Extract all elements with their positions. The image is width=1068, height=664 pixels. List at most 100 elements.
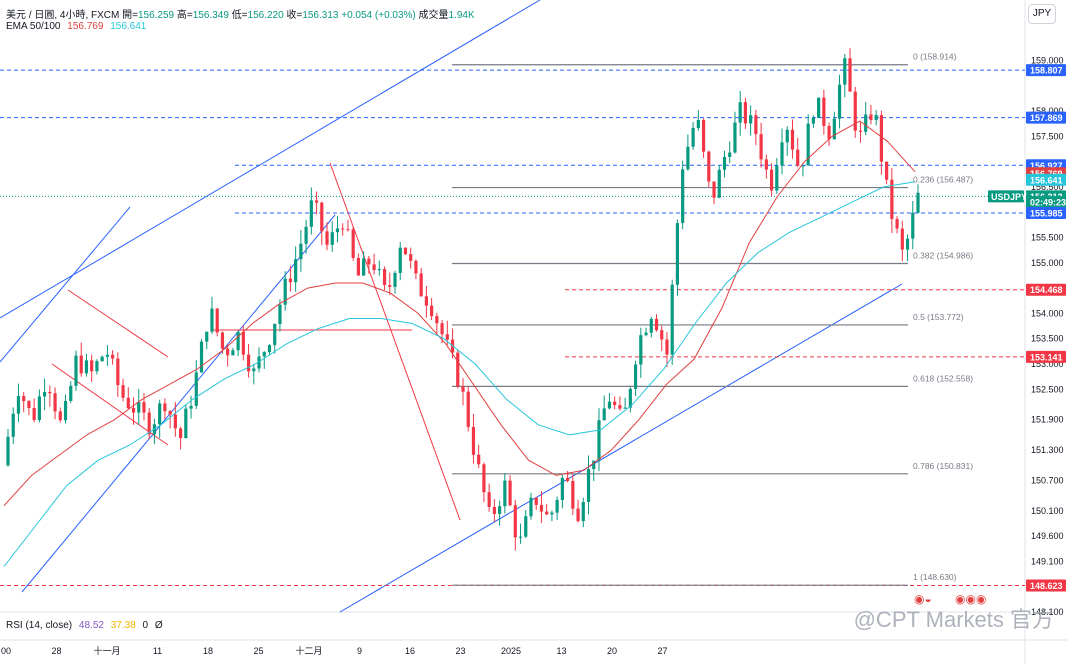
- candle-body: [576, 508, 580, 522]
- price-axis-bg: [1025, 0, 1068, 664]
- high-label: 高=: [176, 10, 193, 21]
- candle-body: [121, 385, 125, 398]
- price-tick-label: 157.500: [1031, 131, 1064, 141]
- price-tick-label: 149.100: [1031, 556, 1064, 566]
- price-badge: [1026, 173, 1066, 186]
- candle-body: [806, 123, 810, 166]
- price-tick-label: 150.100: [1031, 506, 1064, 516]
- candle-body: [74, 355, 78, 386]
- time-tick-label: 00: [1, 646, 11, 656]
- time-tick-label: 23: [455, 646, 465, 656]
- candle-body: [508, 480, 512, 506]
- time-tick-label: 18: [203, 646, 213, 656]
- currency-button[interactable]: JPY: [1028, 4, 1056, 24]
- candle-body: [131, 408, 136, 413]
- candle-body: [147, 412, 151, 435]
- candle-body: [210, 308, 214, 332]
- candle-body: [241, 331, 245, 355]
- candle-body: [393, 272, 397, 287]
- rsi-value-3: 0: [142, 620, 149, 631]
- candle-body: [581, 502, 585, 522]
- candle-body: [273, 323, 277, 346]
- candle-body: [879, 115, 883, 162]
- candle-body: [267, 345, 272, 353]
- candle-body: [545, 511, 549, 515]
- candle-body: [602, 408, 606, 421]
- candle-body: [597, 420, 601, 461]
- candle-body: [534, 497, 538, 505]
- candle-body: [586, 469, 591, 503]
- candle-body: [11, 413, 15, 437]
- candle-body: [890, 179, 894, 220]
- open-label: 開=: [122, 10, 138, 21]
- fib-label: 1 (148.630): [913, 572, 957, 582]
- candle-body: [168, 411, 172, 415]
- candle-body: [178, 428, 183, 439]
- candle-body: [199, 341, 204, 373]
- candle-body: [403, 247, 408, 255]
- symbol-line: 美元 / 日圓, 4小時, FXCM: [6, 10, 120, 21]
- watermark-icons-right: ◉◉◉: [955, 592, 987, 606]
- candle-body: [743, 102, 748, 124]
- candle-body: [430, 305, 434, 317]
- candle-body: [722, 157, 727, 170]
- candle-body: [775, 165, 779, 191]
- price-tick-label: 154.000: [1031, 308, 1064, 318]
- candle-body: [16, 396, 21, 414]
- candle-body: [822, 97, 826, 126]
- candle-body: [728, 152, 732, 158]
- candle-body: [560, 477, 564, 501]
- rsi-value-2: 37.38: [110, 620, 136, 631]
- candle-body: [565, 477, 570, 482]
- close-label: 收=: [286, 10, 303, 21]
- candle-body: [764, 159, 768, 170]
- candle-body: [356, 257, 361, 276]
- ema100-line: [3, 181, 916, 567]
- candle-body: [817, 97, 821, 118]
- candle-body: [335, 228, 340, 233]
- watermark-icons-left: ◉◒: [914, 592, 932, 606]
- candle-body: [246, 354, 251, 372]
- candle-body: [100, 356, 104, 362]
- candle-body: [864, 114, 868, 132]
- candle-body: [461, 386, 465, 392]
- time-tick-label: 11: [153, 646, 162, 656]
- candle-body: [142, 402, 146, 413]
- candle-body: [759, 134, 763, 160]
- candle-body: [681, 169, 685, 224]
- price-badge-label: 154.468: [1030, 285, 1063, 295]
- price-tick-label: 149.600: [1031, 531, 1064, 541]
- candle-body: [513, 505, 517, 538]
- candle-body: [670, 284, 674, 355]
- price-tick-label: 155.500: [1031, 232, 1064, 242]
- rsi-value-1: 48.52: [78, 620, 104, 631]
- candle-body: [173, 414, 177, 429]
- candle-body: [288, 278, 293, 283]
- price-tick-label: 150.700: [1031, 475, 1064, 485]
- candle-body: [482, 464, 486, 493]
- candle-body: [701, 119, 706, 152]
- candle-body: [649, 318, 653, 333]
- candle-body: [639, 335, 643, 365]
- candle-body: [205, 331, 209, 342]
- symbol-tag: [988, 190, 1024, 203]
- time-tick-label: 16: [405, 646, 415, 656]
- candle-body: [754, 115, 758, 135]
- price-badge-label: 157.869: [1030, 113, 1063, 123]
- candle-body: [790, 129, 795, 150]
- candle-body: [492, 507, 496, 514]
- candle-body: [158, 403, 162, 425]
- rsi-label: RSI (14, close): [6, 620, 73, 631]
- close-value: 156.313: [302, 10, 339, 21]
- candle-body: [435, 316, 439, 324]
- price-badge-label: 148.623: [1030, 581, 1063, 591]
- fib-label: 0 (158.914): [913, 52, 957, 62]
- fib-label: 0.382 (154.986): [913, 251, 973, 261]
- candle-body: [785, 129, 789, 143]
- price-tick-label: 156.500: [1031, 182, 1064, 192]
- candle-body: [837, 84, 842, 119]
- fib-label: 0.618 (152.558): [913, 373, 973, 383]
- candle-body: [466, 391, 470, 428]
- candle-body: [95, 361, 99, 372]
